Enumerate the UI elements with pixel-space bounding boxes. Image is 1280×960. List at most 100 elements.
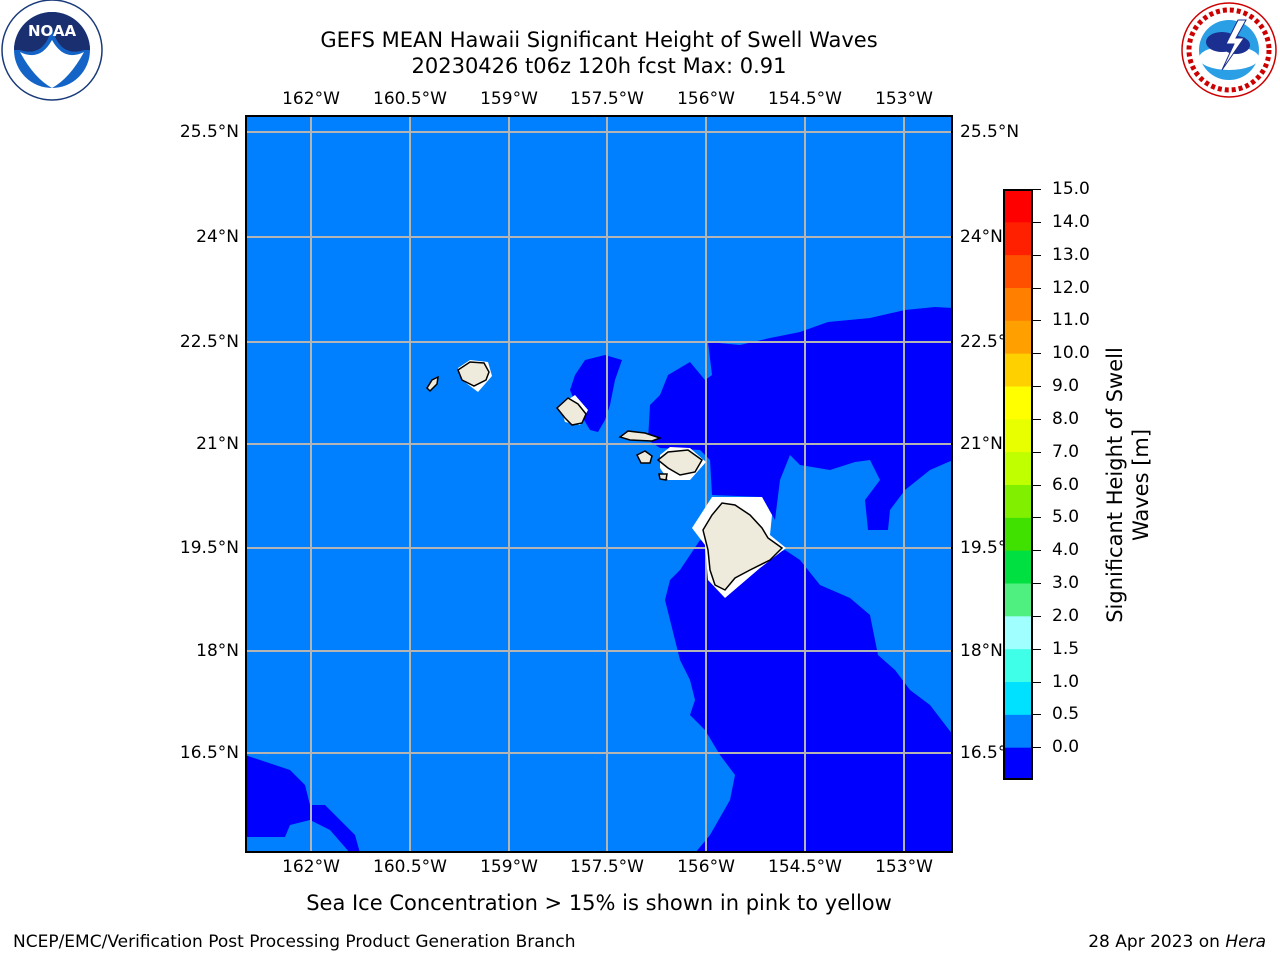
lon-label-top: 157.5°W — [570, 89, 644, 109]
noaa-logo: NOAA — [1, 0, 103, 101]
colorbar-tick-label: 4.0 — [1052, 540, 1080, 561]
lat-label-right: 21°N — [960, 434, 1003, 454]
colorbar-segment — [1003, 484, 1033, 518]
colorbar-tick-label: 15.0 — [1052, 179, 1090, 199]
colorbar-tick — [1033, 189, 1041, 190]
colorbar-segment — [1003, 517, 1033, 551]
lon-label-bottom: 159°W — [480, 857, 538, 877]
footer-date-text: 28 Apr 2023 on — [1088, 932, 1226, 952]
colorbar-segment — [1003, 615, 1033, 650]
colorbar-tick-label: 8.0 — [1052, 408, 1080, 429]
island-hawaii — [702, 502, 784, 591]
noaa-logo-text: NOAA — [28, 22, 77, 40]
lon-label-bottom: 160.5°W — [373, 857, 447, 877]
lat-label-left: 25.5°N — [179, 122, 239, 142]
lon-label-bottom: 157.5°W — [570, 857, 644, 877]
colorbar-tick — [1033, 517, 1041, 519]
colorbar-tick-label: 5.0 — [1052, 507, 1080, 528]
colorbar-label: Significant Height of Swell Waves [m] — [1102, 347, 1154, 623]
colorbar-segment — [1003, 681, 1033, 715]
map-grid — [245, 115, 953, 853]
colorbar-segment — [1003, 386, 1033, 420]
colorbar-segment — [1003, 714, 1033, 748]
colorbar-tick-label: 0.0 — [1052, 737, 1080, 758]
colorbar-segment — [1003, 287, 1033, 321]
colorbar-segment — [1003, 648, 1033, 682]
colorbar-tick-label: 12.0 — [1052, 277, 1090, 298]
colorbar-segment — [1003, 550, 1033, 584]
colorbar-segment — [1003, 353, 1033, 387]
colorbar-tick — [1033, 714, 1041, 716]
footer-date: 28 Apr 2023 on Hera — [1088, 932, 1266, 952]
lon-label-top: 160.5°W — [373, 89, 447, 109]
islands — [426, 361, 784, 591]
lat-label-left: 21°N — [196, 434, 239, 454]
colorbar-tick-label: 2.0 — [1052, 605, 1080, 626]
colorbar-tick — [1033, 386, 1041, 387]
sea-ice-note: Sea Ice Concentration > 15% is shown in … — [306, 891, 892, 915]
colorbar-tick — [1033, 615, 1041, 617]
colorbar-segment — [1003, 254, 1033, 288]
colorbar-tick — [1033, 648, 1041, 650]
colorbar-tick — [1033, 583, 1041, 584]
colorbar-tick-label: 7.0 — [1052, 441, 1080, 462]
colorbar-tick — [1033, 353, 1041, 355]
colorbar-tick — [1033, 550, 1041, 552]
lat-label-left: 18°N — [196, 641, 239, 661]
ocean-band-dark-southwest — [245, 755, 360, 853]
lon-label-top: 153°W — [875, 89, 933, 109]
colorbar-segment — [1003, 221, 1033, 256]
island-niihau — [426, 375, 439, 393]
island-lanai — [635, 450, 653, 464]
colorbar-tick-label: 0.5 — [1052, 704, 1080, 725]
island-maui — [656, 449, 703, 476]
colorbar-segment — [1003, 747, 1033, 780]
lon-label-top: 154.5°W — [768, 89, 842, 109]
colorbar-tick — [1033, 287, 1041, 289]
colorbar-tick — [1033, 451, 1041, 453]
colorbar-tick — [1033, 320, 1041, 322]
lat-label-right: 25.5°N — [960, 122, 1020, 142]
ocean-band-dark-southeast — [665, 540, 953, 853]
lat-label-right: 18°N — [960, 641, 1003, 661]
colorbar-segment — [1003, 320, 1033, 354]
colorbar-tick-label: 14.0 — [1052, 211, 1090, 232]
colorbar-label-line2: Waves [m] — [1129, 428, 1153, 542]
colorbar-tick-label: 13.0 — [1052, 244, 1090, 265]
lat-label-left: 24°N — [196, 227, 239, 247]
colorbar-tick-label: 1.5 — [1052, 638, 1080, 659]
colorbar-tick — [1033, 484, 1041, 486]
colorbar-segment — [1003, 418, 1033, 453]
colorbar-segment — [1003, 583, 1033, 617]
island-kauai — [457, 361, 490, 387]
lon-label-bottom: 154.5°W — [768, 857, 842, 877]
colorbar-tick-label: 11.0 — [1052, 310, 1090, 331]
lat-label-left: 19.5°N — [179, 538, 239, 558]
chart-subtitle: 20230426 t06z 120h fcst Max: 0.91 — [411, 54, 787, 78]
lon-label-bottom: 153°W — [875, 857, 933, 877]
lat-label-left: 16.5°N — [179, 743, 239, 763]
map-border — [245, 115, 953, 853]
colorbar-tick — [1033, 418, 1041, 420]
colorbar-tick-label: 1.0 — [1052, 671, 1080, 692]
colorbar-tick — [1033, 681, 1041, 683]
lon-label-bottom: 162°W — [282, 857, 340, 877]
lon-label-top: 159°W — [480, 89, 538, 109]
island-oahu — [555, 397, 587, 426]
colorbar-tick — [1033, 221, 1041, 223]
lon-label-top: 162°W — [282, 89, 340, 109]
colorbar — [1003, 189, 1033, 780]
map-panel — [245, 115, 953, 853]
lat-label-right: 24°N — [960, 227, 1003, 247]
footer-host: Hera — [1225, 932, 1266, 952]
lon-label-bottom: 156°W — [677, 857, 735, 877]
lon-label-top: 156°W — [677, 89, 735, 109]
colorbar-tick-label: 3.0 — [1052, 573, 1080, 593]
island-molokai — [618, 430, 663, 442]
colorbar-tick-label: 6.0 — [1052, 474, 1080, 495]
chart-title: GEFS MEAN Hawaii Significant Height of S… — [320, 28, 878, 52]
colorbar-tick-label: 9.0 — [1052, 376, 1080, 396]
colorbar-segment — [1003, 451, 1033, 485]
colorbar-tick — [1033, 747, 1041, 749]
colorbar-label-line1: Significant Height of Swell — [1103, 347, 1127, 623]
